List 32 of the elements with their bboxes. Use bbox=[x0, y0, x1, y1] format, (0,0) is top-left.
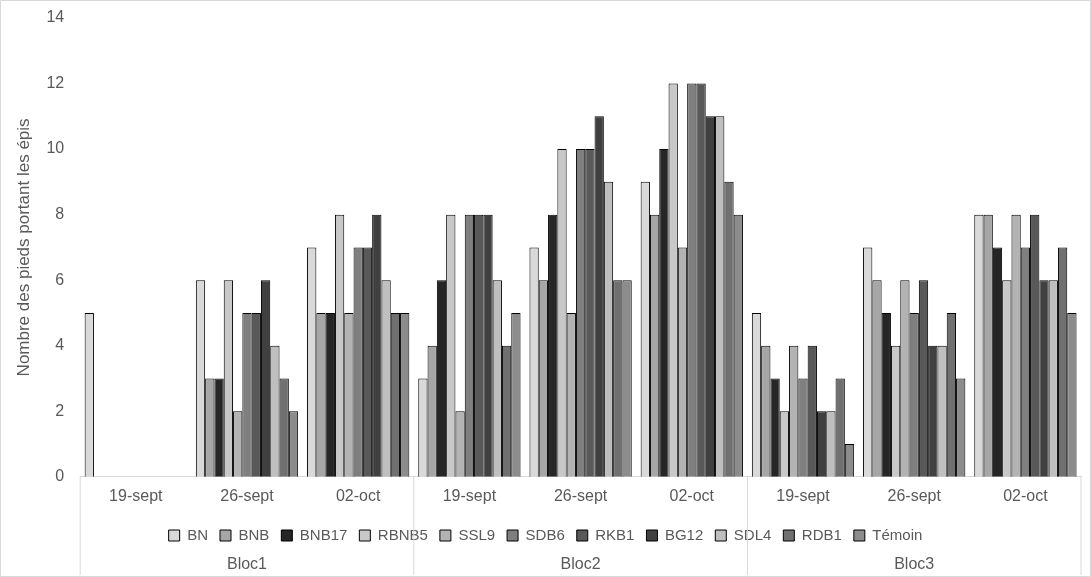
legend-label: BNB17 bbox=[299, 525, 348, 543]
legend-label: RKB1 bbox=[595, 525, 635, 543]
y-tick-label: 12 bbox=[46, 73, 65, 91]
y-tick-label: 8 bbox=[55, 205, 65, 223]
text: Bloc1 bbox=[226, 555, 268, 573]
legend-label: BN bbox=[187, 525, 208, 543]
legend-label: RBNB5 bbox=[377, 525, 428, 543]
y-tick-label: 0 bbox=[55, 467, 65, 485]
legend-label: BG12 bbox=[664, 525, 704, 543]
x-tick-label: 26-sept bbox=[553, 486, 608, 504]
legend-label: RDB1 bbox=[801, 525, 842, 543]
legend-label: SDL4 bbox=[733, 525, 772, 543]
y-axis-title: Nombre des pieds portant les épis bbox=[13, 118, 33, 377]
y-tick-label: 14 bbox=[46, 8, 65, 26]
x-tick-label: 19-sept bbox=[776, 486, 831, 504]
x-tick-label: 02-oct bbox=[669, 486, 715, 504]
legend-label: SDB6 bbox=[525, 525, 565, 543]
x-tick-label: 26-sept bbox=[220, 486, 275, 504]
text: Bloc2 bbox=[560, 555, 601, 573]
y-tick-label: 10 bbox=[46, 139, 65, 157]
text: Bloc3 bbox=[894, 555, 935, 573]
x-tick-label: 02-oct bbox=[335, 486, 381, 504]
y-tick-label: 2 bbox=[55, 401, 65, 419]
x-tick-label: 02-oct bbox=[1003, 486, 1049, 504]
legend-label: BNB bbox=[238, 525, 270, 543]
y-tick-label: 4 bbox=[55, 336, 65, 354]
x-tick-label: 19-sept bbox=[442, 486, 497, 504]
y-tick-label: 6 bbox=[55, 270, 65, 288]
legend-label: Témoin bbox=[872, 525, 923, 543]
x-tick-label: 19-sept bbox=[109, 486, 164, 504]
legend-label: SSL9 bbox=[458, 525, 496, 543]
x-tick-label: 26-sept bbox=[887, 486, 942, 504]
